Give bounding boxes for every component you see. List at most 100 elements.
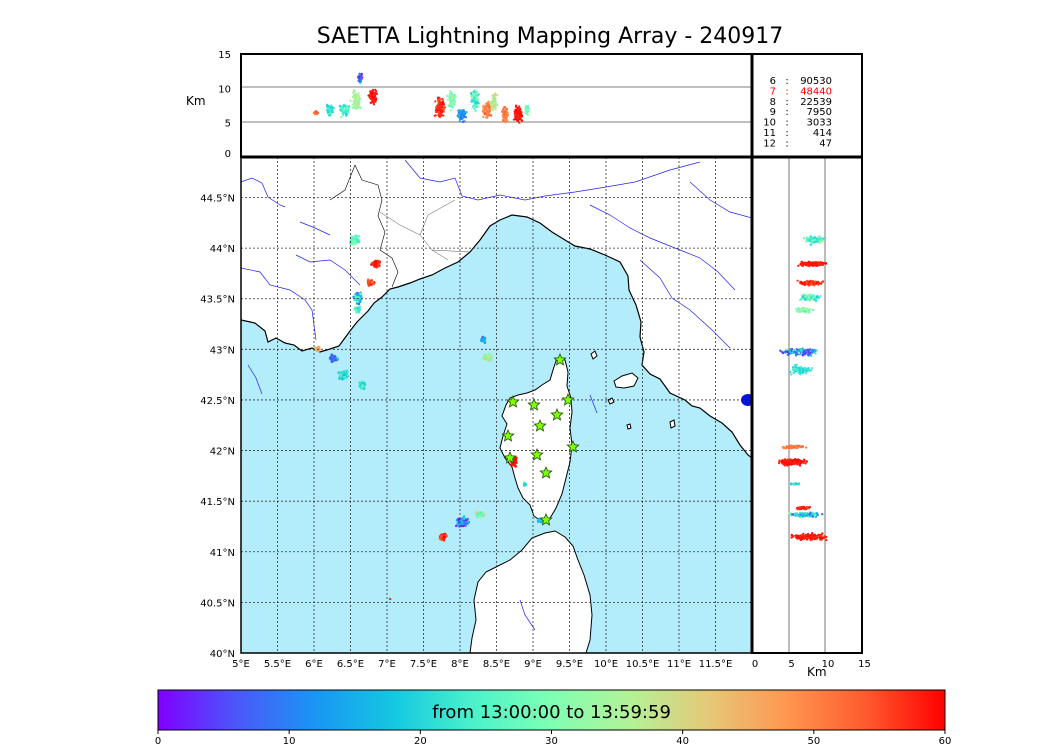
- chart-title: SAETTA Lightning Mapping Array - 240917: [316, 24, 784, 49]
- station-marker: [550, 407, 564, 421]
- lon-tick-label: 5°E: [232, 659, 250, 670]
- side-lightning-dots: [777, 235, 828, 542]
- lat-tick-label: 42°N: [210, 447, 235, 458]
- side-panel: [777, 157, 828, 653]
- lon-tick-label: 10.5°E: [626, 659, 660, 670]
- colorbar-tick-label: 0: [155, 736, 161, 747]
- capraia-island: [590, 350, 598, 360]
- rivers: [241, 159, 752, 631]
- station-count-n: 11: [763, 128, 776, 139]
- lat-tick-label: 43.5°N: [200, 295, 235, 306]
- side-tick-label: 5: [788, 659, 794, 670]
- station-count-n: 6: [770, 76, 776, 87]
- montecristo-island: [626, 423, 632, 430]
- station-count-sep: :: [785, 107, 788, 118]
- country-border-switzerland: [329, 164, 356, 201]
- lon-tick-label: 6.5°E: [337, 659, 364, 670]
- lat-tick-label: 40.5°N: [200, 598, 235, 609]
- station-count-table: 6: 90530 7: 48440 8: 22539 9: 7950 10: 3033 11: 414…: [763, 76, 832, 149]
- side-panel-frame: [751, 156, 863, 654]
- station-marker: [527, 397, 541, 411]
- pianosa-island: [607, 397, 615, 405]
- corsica-island: [499, 357, 573, 523]
- lma-stations: [501, 352, 580, 526]
- lon-tick-label: 8°E: [451, 659, 469, 670]
- lat-tick-label: 42.5°N: [200, 396, 235, 407]
- station-count-sep: :: [785, 76, 788, 87]
- elba-island: [613, 372, 639, 389]
- altitude-tick-label: 10: [218, 84, 231, 95]
- lat-tick-label: 41°N: [210, 548, 235, 559]
- station-count-sep: :: [785, 128, 788, 139]
- lon-tick-label: 8.5°E: [483, 659, 510, 670]
- lat-tick-label: 44.5°N: [200, 193, 235, 204]
- station-count-value: 90530: [800, 76, 832, 87]
- station-count-n: 9: [770, 107, 776, 118]
- mainland-coastline: [241, 214, 752, 459]
- lon-tick-label: 11°E: [667, 659, 691, 670]
- edge-blue-marker: [741, 394, 752, 406]
- colorbar-tick-label: 40: [676, 736, 689, 747]
- altitude-tick-label: 5: [225, 119, 231, 130]
- station-count-sep: :: [785, 86, 788, 97]
- station-marker: [506, 394, 520, 408]
- lon-tick-label: 7.5°E: [410, 659, 437, 670]
- station-marker: [533, 418, 547, 432]
- station-count-value: 3033: [807, 118, 832, 129]
- station-marker: [553, 352, 567, 366]
- station-marker: [503, 450, 517, 464]
- map-graticule: [241, 157, 752, 653]
- station-marker: [566, 439, 580, 453]
- station-marker: [530, 447, 544, 461]
- altitude-tick-label: 15: [218, 50, 231, 61]
- station-count-n: 12: [763, 138, 776, 149]
- lat-tick-label: 43°N: [210, 345, 235, 356]
- altitude-axis: 0 5 10 15: [218, 50, 231, 160]
- station-count-value: 48440: [800, 86, 832, 97]
- lon-tick-label: 7°E: [378, 659, 396, 670]
- colorbar-tick-label: 10: [283, 736, 296, 747]
- station-count-sep: :: [785, 118, 788, 129]
- station-count-n: 8: [770, 97, 776, 108]
- station-count-value: 22539: [800, 97, 832, 108]
- colorbar-tick-label: 20: [414, 736, 427, 747]
- station-count-n: 10: [763, 118, 776, 129]
- sardinia-island: [469, 530, 593, 653]
- side-tick-label: 0: [752, 659, 758, 670]
- colorbar-ticks: 0 10 20 30 40 50 60: [155, 730, 952, 747]
- lon-tick-label: 5.5°E: [264, 659, 291, 670]
- time-colorbar: [157, 689, 946, 731]
- side-unit-label: Km: [807, 665, 827, 679]
- side-axis: 0 5 10 15: [752, 659, 871, 670]
- station-count-value: 7950: [807, 107, 832, 118]
- lon-tick-label: 11.5°E: [699, 659, 733, 670]
- latitude-axis: 40°N 40.5°N 41°N 41.5°N 42°N 42.5°N 43°N 43.5°N…: [200, 193, 235, 660]
- station-count-sep: :: [785, 97, 788, 108]
- station-count-sep: :: [785, 138, 788, 149]
- station-marker: [539, 465, 553, 479]
- colorbar-tick-label: 60: [939, 736, 952, 747]
- altitude-lightning-dots: [312, 72, 530, 124]
- map-panel: [241, 157, 752, 653]
- altitude-tick-label: 0: [225, 149, 231, 160]
- altitude-unit-label: Km: [186, 94, 206, 108]
- lat-tick-label: 41.5°N: [200, 497, 235, 508]
- lon-tick-label: 6°E: [305, 659, 323, 670]
- lon-tick-label: 10°E: [594, 659, 618, 670]
- lat-tick-label: 44°N: [210, 244, 235, 255]
- station-count-n: 7: [770, 86, 776, 97]
- side-tick-label: 15: [858, 659, 871, 670]
- colorbar-tick-label: 30: [545, 736, 558, 747]
- lon-tick-label: 9°E: [524, 659, 542, 670]
- colorbar-tick-label: 50: [807, 736, 820, 747]
- altitude-panel: [241, 72, 752, 124]
- station-marker: [561, 392, 575, 406]
- station-marker: [539, 512, 553, 526]
- station-marker: [501, 428, 515, 442]
- country-border-france-italy: [354, 164, 399, 288]
- station-count-value: 47: [819, 138, 832, 149]
- region-borders: [379, 199, 471, 261]
- lat-tick-label: 40°N: [210, 649, 235, 660]
- station-count-value: 414: [813, 128, 832, 139]
